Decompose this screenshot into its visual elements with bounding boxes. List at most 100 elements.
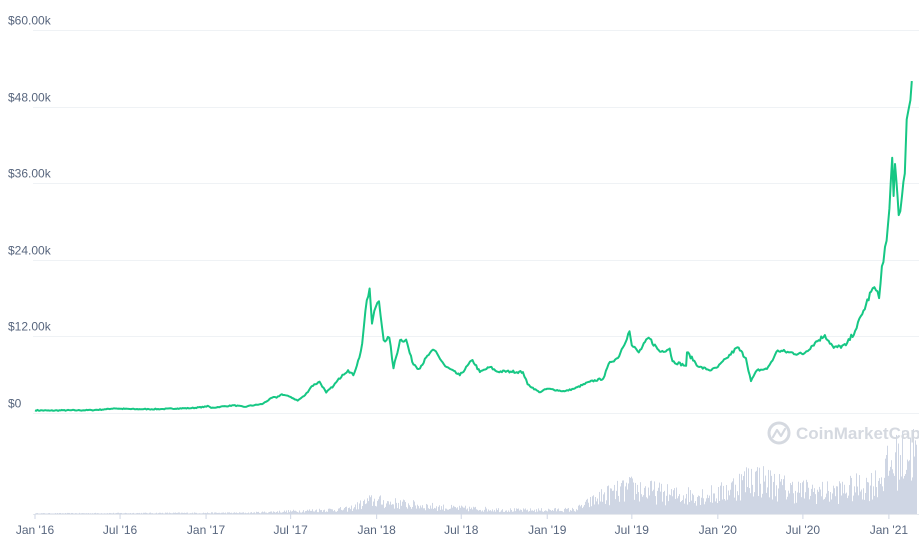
volume-bar (288, 510, 289, 514)
volume-bar (218, 512, 219, 514)
volume-bar (590, 496, 591, 514)
volume-bar (278, 512, 279, 514)
volume-bar (176, 512, 177, 514)
volume-bar (46, 513, 47, 514)
volume-bar (850, 475, 851, 514)
volume-bar (74, 513, 75, 514)
volume-bar (447, 509, 448, 514)
volume-bar (254, 512, 255, 514)
volume-bar (281, 512, 282, 514)
volume-bar (803, 480, 804, 514)
volume-bar (774, 473, 775, 514)
volume-bar (68, 512, 69, 514)
volume-bar (238, 513, 239, 514)
volume-bar (547, 511, 548, 514)
volume-bar (861, 489, 862, 514)
x-tick-label: Jan '18 (357, 523, 396, 537)
volume-bar (472, 509, 473, 514)
volume-bar (892, 469, 893, 514)
volume-bar (169, 512, 170, 514)
volume-bar (844, 484, 845, 514)
volume-bar (246, 513, 247, 514)
volume-bar (789, 493, 790, 514)
volume-bar (846, 492, 847, 514)
volume-bar (348, 508, 349, 514)
volume-bar (66, 513, 67, 514)
volume-bar (224, 513, 225, 514)
volume-bar (409, 505, 410, 514)
volume-bar (832, 493, 833, 514)
volume-bar (296, 511, 297, 514)
volume-bar (497, 510, 498, 514)
volume-bar (426, 503, 427, 514)
volume-bar (61, 513, 62, 514)
volume-bar (711, 485, 712, 514)
volume-bar (264, 511, 265, 514)
volume-bar (266, 512, 267, 514)
volume-bar (127, 513, 128, 514)
volume-bar (401, 505, 402, 514)
volume-bar (771, 475, 772, 514)
volume-bar (133, 512, 134, 514)
volume-bar (806, 479, 807, 514)
volume-bar (650, 481, 651, 514)
volume-bar (222, 512, 223, 514)
volume-bar (355, 504, 356, 514)
volume-bar (853, 495, 854, 514)
volume-bar (322, 511, 323, 514)
volume-bar (98, 513, 99, 514)
volume-bar (148, 513, 149, 514)
volume-bar (466, 509, 467, 514)
volume-bar (880, 483, 881, 514)
volume-bar (479, 510, 480, 514)
volume-bar (762, 493, 763, 514)
volume-bar (513, 511, 514, 514)
volume-bar (197, 513, 198, 514)
volume-bar (637, 484, 638, 514)
volume-bar (622, 480, 623, 514)
volume-bar (812, 484, 813, 514)
volume-bar (785, 490, 786, 514)
volume-bar (457, 507, 458, 514)
volume-bar (399, 508, 400, 514)
volume-bar (262, 511, 263, 514)
volume-bar (707, 494, 708, 514)
volume-bar (151, 513, 152, 514)
volume-bar (811, 488, 812, 514)
volume-bar (777, 501, 778, 514)
volume-bar (164, 513, 165, 514)
volume-bar (394, 508, 395, 514)
volume-bar (733, 478, 734, 514)
volume-bar (891, 460, 892, 514)
volume-bar (631, 476, 632, 514)
volume-bar (593, 495, 594, 514)
volume-bar (79, 512, 80, 514)
volume-bar (250, 512, 251, 514)
volume-bar (648, 487, 649, 514)
volume-bar (690, 490, 691, 514)
volume-bar (841, 495, 842, 514)
volume-bar (804, 498, 805, 514)
volume-bar (439, 505, 440, 514)
volume-bar (868, 482, 869, 514)
volume-bar (437, 510, 438, 514)
volume-bar (908, 461, 909, 514)
volume-bar (878, 480, 879, 514)
volume-bar (116, 513, 117, 514)
volume-bar (313, 511, 314, 514)
volume-bar (580, 506, 581, 514)
volume-bar (338, 508, 339, 514)
volume-bar (573, 509, 574, 514)
volume-bar (508, 510, 509, 514)
volume-bar (829, 501, 830, 514)
volume-bar (634, 499, 635, 514)
volume-bar (172, 513, 173, 514)
volume-bar (673, 490, 674, 514)
volume-bar (753, 496, 754, 514)
volume-bar (569, 511, 570, 514)
volume-bar (561, 511, 562, 514)
volume-bar (207, 512, 208, 514)
volume-bar (130, 512, 131, 514)
volume-bar (78, 513, 79, 514)
volume-bar (267, 513, 268, 514)
